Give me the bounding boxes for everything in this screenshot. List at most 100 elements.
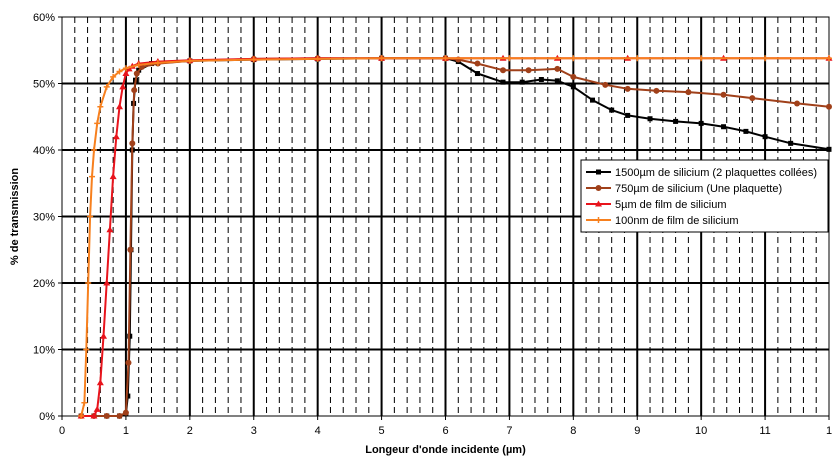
data-point-plus bbox=[762, 55, 769, 62]
data-point-plus bbox=[698, 55, 705, 62]
x-tick-label: 4 bbox=[315, 425, 321, 437]
x-tick-label: 8 bbox=[570, 425, 576, 437]
x-tick-label: 1 bbox=[123, 425, 129, 437]
data-point-plus bbox=[90, 147, 97, 153]
legend-label: 5µm de film de silicium bbox=[615, 199, 726, 211]
data-point-circle bbox=[749, 95, 756, 102]
data-point-triangle bbox=[96, 379, 104, 386]
data-point-plus bbox=[250, 56, 257, 63]
data-point-plus bbox=[378, 55, 385, 62]
data-point-square bbox=[698, 120, 704, 126]
data-point-triangle bbox=[119, 83, 127, 90]
y-tick-label: 60% bbox=[33, 12, 55, 24]
data-point-circle bbox=[685, 89, 692, 96]
y-tick-label: 50% bbox=[33, 79, 55, 91]
legend-box bbox=[580, 159, 829, 233]
data-point-circle bbox=[720, 91, 727, 98]
series-layer bbox=[77, 54, 833, 419]
data-point-triangle bbox=[109, 173, 117, 180]
x-tick-label: 9 bbox=[634, 425, 640, 437]
data-point-circle bbox=[131, 87, 138, 94]
data-point-circle bbox=[474, 60, 481, 67]
data-point-square bbox=[647, 116, 653, 122]
x-tick-label: 7 bbox=[506, 425, 512, 437]
data-point-circle bbox=[116, 413, 123, 419]
data-point-circle bbox=[570, 73, 577, 80]
data-point-square bbox=[519, 79, 525, 85]
y-tick-label: 20% bbox=[33, 278, 55, 290]
legend-label: 750µm de silicium (Une plaquette) bbox=[615, 183, 782, 195]
series-4 bbox=[78, 55, 832, 419]
data-point-triangle bbox=[106, 226, 114, 233]
data-point-triangle bbox=[122, 70, 130, 77]
data-point-circle bbox=[794, 100, 801, 107]
x-tick-label: 2 bbox=[187, 425, 193, 437]
data-point-circle bbox=[125, 359, 132, 366]
x-axis-ticks: 0 1 2 3 4 5 6 7 8 9 10 11 1 bbox=[59, 416, 832, 437]
data-point-circle bbox=[554, 65, 561, 72]
data-point-circle bbox=[122, 409, 129, 416]
data-point-plus bbox=[78, 413, 85, 419]
data-point-circle bbox=[500, 67, 507, 74]
data-point-plus bbox=[122, 65, 129, 72]
data-point-plus bbox=[103, 83, 110, 90]
y-tick-label: 30% bbox=[33, 212, 55, 224]
data-point-square bbox=[826, 146, 832, 152]
gridlines bbox=[62, 17, 829, 416]
data-point-square bbox=[125, 393, 131, 399]
data-point-triangle bbox=[100, 332, 108, 339]
data-point-square bbox=[538, 77, 544, 83]
data-point-square bbox=[743, 128, 749, 134]
data-point-plus bbox=[97, 103, 104, 110]
data-point-triangle bbox=[595, 200, 602, 207]
data-point-plus bbox=[154, 59, 161, 66]
data-point-plus bbox=[83, 346, 90, 353]
data-point-square bbox=[596, 169, 601, 175]
x-axis-title: Longeur d'onde incidente (µm) bbox=[365, 444, 526, 456]
legend-label: 1500µm de silicium (2 plaquettes collées… bbox=[615, 167, 817, 179]
x-tick-label: 6 bbox=[442, 425, 448, 437]
series-line bbox=[80, 57, 829, 417]
data-point-circle bbox=[133, 70, 140, 77]
data-point-plus bbox=[442, 55, 449, 62]
data-point-circle bbox=[127, 246, 134, 253]
x-tick-label: 3 bbox=[251, 425, 257, 437]
data-point-plus bbox=[570, 55, 577, 62]
legend: 1500µm de silicium (2 plaquettes collées… bbox=[580, 159, 829, 233]
data-point-triangle bbox=[93, 405, 101, 412]
data-point-square bbox=[570, 84, 576, 90]
data-point-square bbox=[721, 124, 727, 130]
data-point-square bbox=[474, 71, 480, 77]
x-tick-label: 10 bbox=[695, 425, 707, 437]
data-point-triangle bbox=[116, 103, 124, 110]
y-axis-ticks: 0% 10% 20% 30% 40% 50% 60% bbox=[33, 12, 62, 423]
data-point-square bbox=[762, 134, 768, 140]
data-point-plus bbox=[110, 73, 117, 80]
x-tick-label: 5 bbox=[379, 425, 385, 437]
y-tick-label: 10% bbox=[33, 345, 55, 357]
data-point-circle bbox=[624, 85, 631, 92]
data-point-plus bbox=[595, 217, 602, 223]
data-point-plus bbox=[506, 55, 513, 62]
data-point-plus bbox=[81, 399, 88, 406]
x-tick-label: 11 bbox=[759, 425, 770, 437]
data-point-circle bbox=[525, 67, 532, 74]
data-point-plus bbox=[186, 57, 193, 64]
data-point-circle bbox=[826, 103, 832, 110]
data-point-square bbox=[609, 107, 615, 113]
data-point-plus bbox=[85, 280, 92, 286]
data-point-plus bbox=[634, 55, 641, 62]
data-point-triangle bbox=[90, 412, 98, 419]
x-tick-label: 1 bbox=[826, 425, 832, 437]
data-point-square bbox=[500, 79, 506, 85]
data-point-circle bbox=[103, 413, 110, 419]
data-point-square bbox=[788, 140, 794, 146]
data-point-triangle bbox=[112, 133, 120, 140]
data-point-triangle bbox=[103, 279, 111, 286]
data-point-plus bbox=[89, 173, 96, 180]
data-point-square bbox=[673, 118, 679, 124]
data-point-circle bbox=[595, 185, 602, 191]
x-tick-label: 0 bbox=[59, 425, 65, 437]
data-point-plus bbox=[116, 68, 123, 75]
